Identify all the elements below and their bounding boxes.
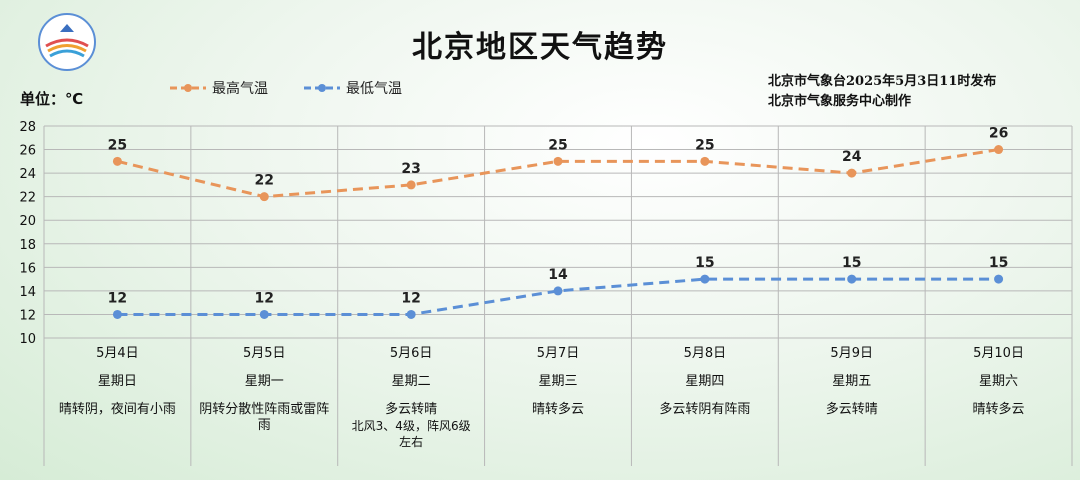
legend-high-marker <box>170 84 206 92</box>
data-point <box>847 274 857 284</box>
y-tick-label: 10 <box>19 332 36 347</box>
legend-low-label: 最低气温 <box>346 81 402 97</box>
day-weekday: 星期二 <box>391 374 431 389</box>
data-label: 26 <box>989 126 1008 142</box>
day-weather: 多云转阴有阵雨 <box>659 402 751 417</box>
day-column: 5月8日星期四多云转阴有阵雨 <box>631 346 778 418</box>
data-label: 25 <box>548 137 567 153</box>
day-date: 5月8日 <box>683 346 727 361</box>
day-weather: 多云转晴 <box>825 402 878 417</box>
source-line-1: 北京市气象台2025年5月3日11时发布 <box>768 74 997 89</box>
source-line-2: 北京市气象服务中心制作 <box>768 94 912 109</box>
day-column: 5月6日星期二多云转晴北风3、4级，阵风6级左右 <box>338 346 485 450</box>
y-tick-label: 28 <box>19 120 36 135</box>
y-tick-label: 18 <box>19 238 36 253</box>
data-point <box>553 286 563 296</box>
day-weather: 阴转分散性阵雨或雷阵雨 <box>199 402 330 433</box>
day-weekday: 星期三 <box>538 374 578 389</box>
legend-high-label: 最高气温 <box>212 81 268 97</box>
y-tick-label: 22 <box>19 191 36 206</box>
data-label: 15 <box>842 255 861 271</box>
day-column: 5月7日星期三晴转多云 <box>485 346 632 418</box>
day-wind: 北风3、4级，阵风6级左右 <box>351 419 471 449</box>
data-point <box>406 180 416 190</box>
data-label: 25 <box>695 137 714 153</box>
y-tick-label: 12 <box>19 308 36 323</box>
day-date: 5月7日 <box>536 346 580 361</box>
data-point <box>700 156 710 166</box>
data-point <box>259 309 269 319</box>
data-label: 22 <box>255 173 274 189</box>
unit-label: 单位：℃ <box>20 90 84 108</box>
legend-low: 最低气温 <box>304 78 402 98</box>
meteorological-service-logo <box>38 13 96 71</box>
day-date: 5月4日 <box>96 346 139 361</box>
day-weekday: 星期五 <box>832 374 872 389</box>
y-tick-label: 26 <box>19 144 36 159</box>
page-title: 北京地区天气趋势 <box>412 30 668 65</box>
data-point <box>259 192 269 202</box>
data-point <box>406 309 416 319</box>
day-weather: 晴转多云 <box>531 402 584 417</box>
y-tick-label: 14 <box>19 285 36 300</box>
day-date: 5月5日 <box>242 346 286 361</box>
day-weather: 晴转阴，夜间有小雨 <box>58 402 176 417</box>
data-label: 24 <box>842 149 862 165</box>
data-point <box>112 309 122 319</box>
day-date: 5月9日 <box>830 346 873 361</box>
day-weather: 晴转多云 <box>972 402 1025 417</box>
day-weekday: 星期日 <box>97 374 137 389</box>
data-point <box>553 156 563 166</box>
data-label: 14 <box>548 267 568 283</box>
day-weekday: 星期六 <box>979 374 1019 389</box>
data-label: 12 <box>108 290 127 306</box>
y-tick-label: 20 <box>19 214 36 229</box>
data-point <box>994 274 1004 284</box>
y-tick-label: 24 <box>19 167 36 182</box>
data-point <box>994 145 1004 155</box>
data-label: 15 <box>695 255 714 271</box>
data-label: 23 <box>401 161 420 177</box>
data-label: 25 <box>108 137 127 153</box>
legend-low-marker <box>304 84 340 92</box>
data-point <box>700 274 710 284</box>
data-label: 12 <box>255 290 274 306</box>
day-date: 5月10日 <box>973 346 1024 361</box>
y-tick-label: 16 <box>19 261 36 276</box>
data-point <box>112 156 122 166</box>
series-line-low <box>117 277 999 316</box>
day-column: 5月4日星期日晴转阴，夜间有小雨 <box>44 346 191 418</box>
data-label: 15 <box>989 255 1008 271</box>
legend-high: 最高气温 <box>170 78 268 98</box>
day-date: 5月6日 <box>389 346 433 361</box>
day-column: 5月9日星期五多云转晴 <box>778 346 925 418</box>
data-label: 12 <box>401 290 420 306</box>
day-weekday: 星期四 <box>685 374 725 389</box>
day-column: 5月5日星期一阴转分散性阵雨或雷阵雨 <box>191 346 338 434</box>
day-weather: 多云转晴 <box>385 402 438 417</box>
data-point <box>847 168 857 178</box>
day-weekday: 星期一 <box>244 374 284 389</box>
day-column: 5月10日星期六晴转多云 <box>925 346 1072 418</box>
